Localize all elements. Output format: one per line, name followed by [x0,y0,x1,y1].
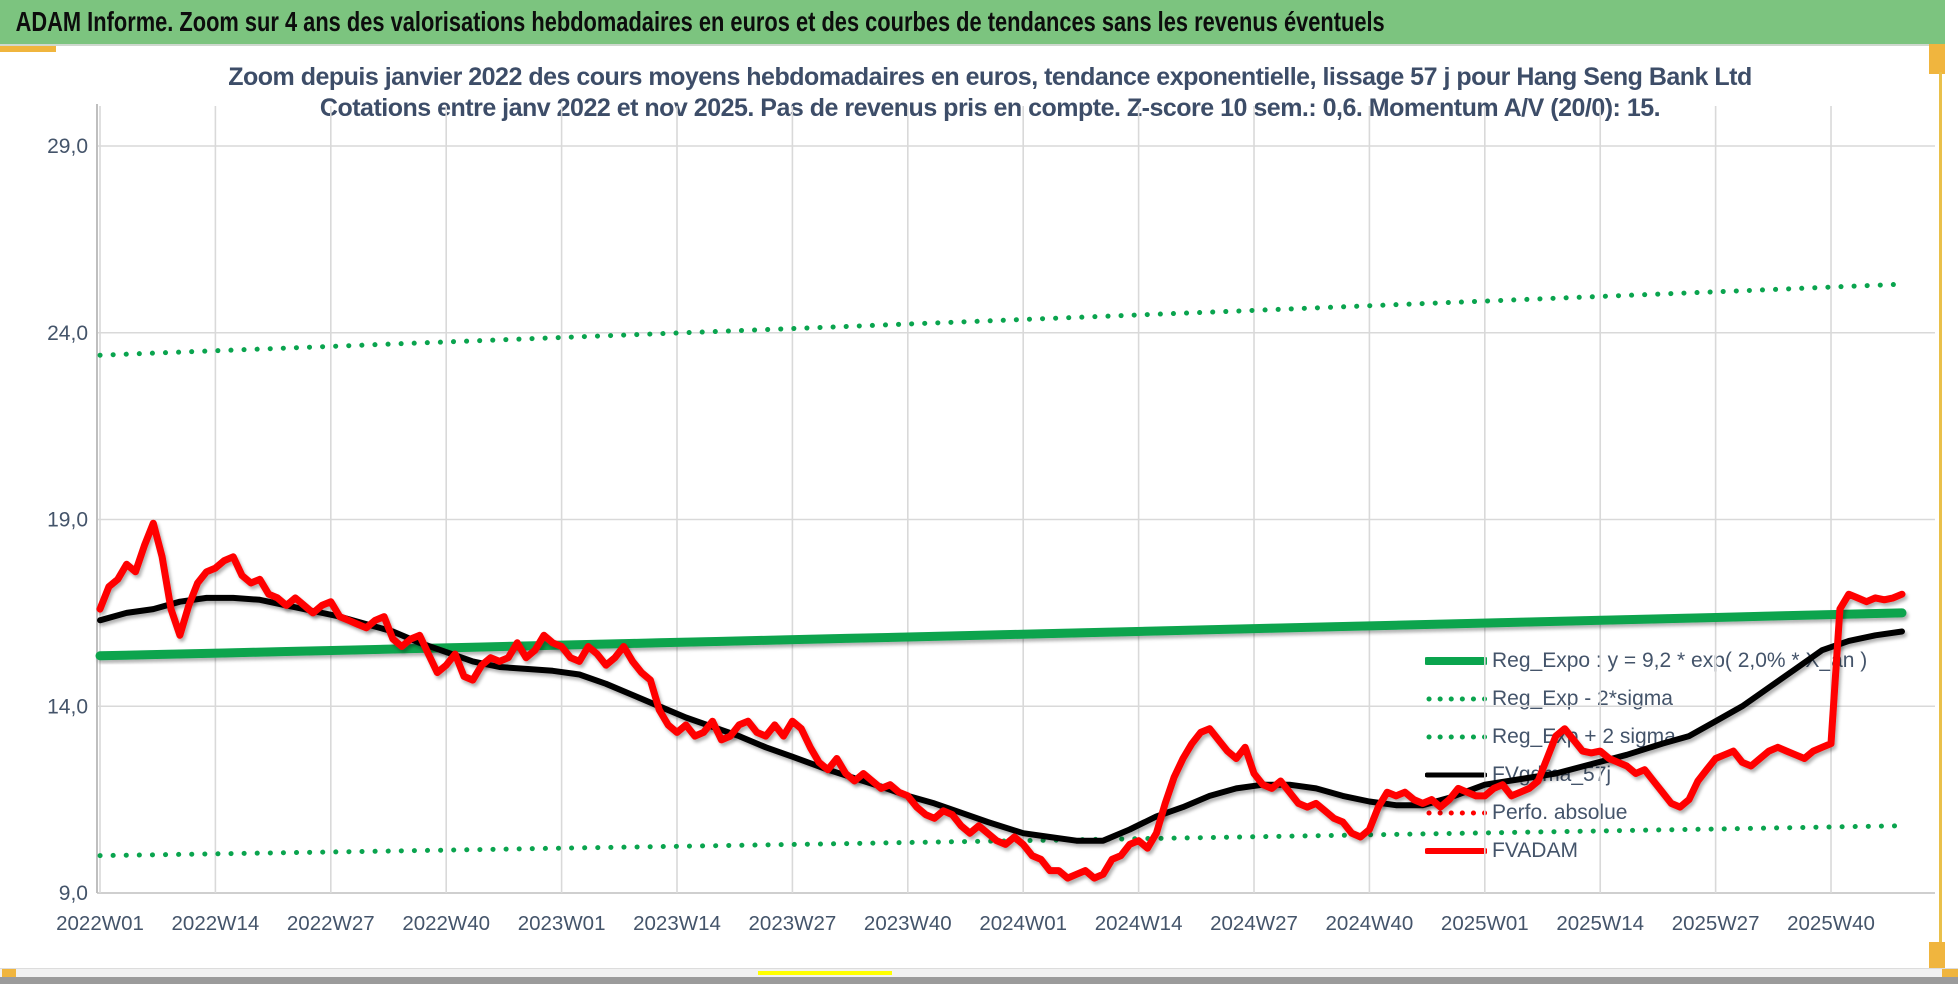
legend-label: Reg_Exp + 2 sigma [1492,725,1676,748]
x-tick-label: 2024W01 [979,912,1067,935]
page-title: ADAM Informe. Zoom sur 4 ans des valoris… [15,6,1385,37]
x-tick-label: 2025W27 [1672,912,1760,935]
x-tick-label: 2023W14 [633,912,721,935]
x-tick-label: 2022W14 [172,912,260,935]
chart-title-line2: Cotations entre janv 2022 et nov 2025. P… [319,94,1661,122]
solid-green-line-icon [1425,657,1487,665]
x-tick-label: 2025W40 [1787,912,1875,935]
legend-label: Reg_Exp - 2*sigma [1492,687,1673,710]
y-tick-label: 9,0 [59,882,88,905]
x-tick-label: 2025W14 [1556,912,1644,935]
horizontal-scrollbar-thumb[interactable] [758,971,892,975]
x-tick-label: 2025W01 [1441,912,1529,935]
x-tick-label: 2024W40 [1326,912,1414,935]
y-tick-label: 24,0 [47,322,88,345]
x-tick-label: 2023W40 [864,912,952,935]
gold-frame-accent [1929,942,1945,970]
gold-frame-accent [1929,44,1945,74]
legend-label: FVgdma_57j [1492,763,1612,786]
chart-title-line1: Zoom depuis janvier 2022 des cours moyen… [228,63,1752,91]
gold-frame-right-border [1939,72,1942,944]
dotted-green-line-icon [1426,696,1487,702]
gold-frame-accent [0,46,56,52]
x-tick-label: 2024W27 [1210,912,1298,935]
dotted-red-line-icon [1426,810,1487,816]
page-header-banner: ADAM Informe. Zoom sur 4 ans des valoris… [0,0,1945,46]
series-line-3 [97,281,1905,358]
legend-label: Perfo. absolue [1492,801,1628,824]
legend-item-reg-exp-plus-2sigma: Reg_Exp + 2 sigma [1425,718,1867,756]
x-tick-label: 2022W40 [402,912,490,935]
horizontal-scrollbar-track[interactable] [0,968,1958,978]
legend-label: FVADAM [1492,839,1578,862]
x-tick-label: 2023W27 [749,912,837,935]
legend-item-fvadam: FVADAM [1425,832,1867,870]
legend-item-reg-exp-minus-2sigma: Reg_Exp - 2*sigma [1425,680,1867,718]
y-tick-label: 29,0 [47,135,88,158]
legend-item-reg-expo: Reg_Expo : y = 9,2 * exp( 2,0% * X_an ) [1425,642,1867,680]
solid-black-line-icon [1425,772,1487,778]
legend-item-fvgdma: FVgdma_57j [1425,756,1867,794]
legend-item-perfo-absolue: Perfo. absolue [1425,794,1867,832]
x-tick-label: 2023W01 [518,912,606,935]
chart-title: Zoom depuis janvier 2022 des cours moyen… [150,62,1830,124]
x-tick-label: 2022W27 [287,912,375,935]
x-tick-label: 2024W14 [1095,912,1183,935]
dotted-green-line-icon [1426,734,1487,740]
gold-frame-accent [2,969,16,977]
y-tick-label: 14,0 [47,695,88,718]
solid-red-line-icon [1425,848,1487,854]
chart-legend: Reg_Expo : y = 9,2 * exp( 2,0% * X_an ) … [1425,642,1867,870]
gold-frame-accent [1942,969,1958,977]
window-bottom-bar [0,977,1958,984]
legend-label: Reg_Expo : y = 9,2 * exp( 2,0% * X_an ) [1492,649,1868,672]
x-tick-label: 2022W01 [56,912,144,935]
y-tick-label: 19,0 [47,509,88,532]
